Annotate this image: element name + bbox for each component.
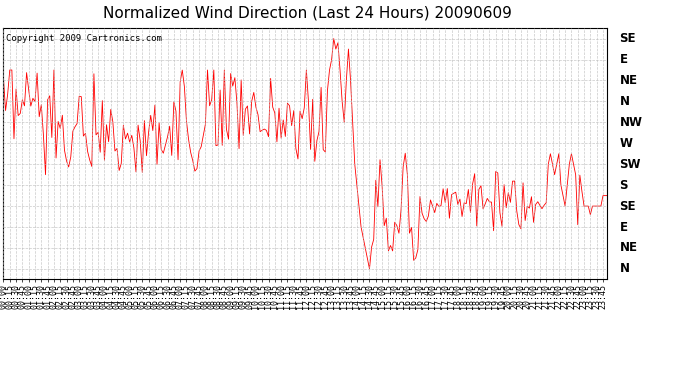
Text: SE: SE (620, 32, 636, 45)
Text: NE: NE (620, 74, 638, 87)
Text: Normalized Wind Direction (Last 24 Hours) 20090609: Normalized Wind Direction (Last 24 Hours… (103, 6, 511, 21)
Text: SW: SW (620, 158, 641, 171)
Text: SE: SE (620, 200, 636, 213)
Text: NW: NW (620, 116, 642, 129)
Text: W: W (620, 137, 633, 150)
Text: NE: NE (620, 242, 638, 255)
Text: N: N (620, 95, 629, 108)
Text: E: E (620, 53, 628, 66)
Text: S: S (620, 178, 628, 192)
Text: E: E (620, 220, 628, 234)
Text: Copyright 2009 Cartronics.com: Copyright 2009 Cartronics.com (6, 34, 162, 44)
Text: N: N (620, 262, 629, 275)
